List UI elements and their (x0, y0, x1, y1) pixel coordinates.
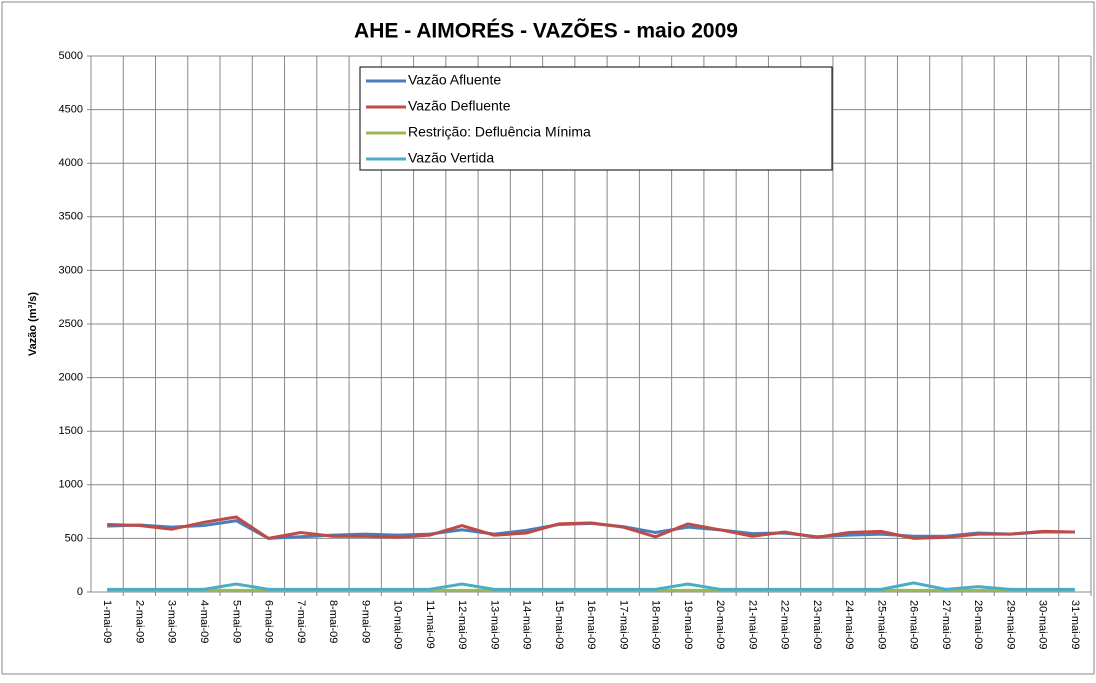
legend-label: Restrição: Defluência Mínima (408, 124, 591, 140)
y-tick-label: 3000 (59, 264, 83, 276)
y-tick-label: 4000 (59, 157, 83, 169)
x-tick-label: 13-mai-09 (488, 600, 500, 650)
chart-title: AHE - AIMORÉS - VAZÕES - maio 2009 (354, 19, 738, 43)
x-tick-label: 30-mai-09 (1037, 600, 1049, 650)
y-tick-label: 500 (65, 532, 83, 544)
x-tick-label: 1-mai-09 (101, 600, 113, 643)
x-tick-label: 25-mai-09 (875, 600, 887, 650)
y-tick-label: 3500 (59, 211, 83, 223)
x-tick-label: 5-mai-09 (230, 600, 242, 643)
x-tick-label: 6-mai-09 (263, 600, 275, 643)
x-tick-label: 16-mai-09 (585, 600, 597, 650)
x-tick-label: 17-mai-09 (617, 600, 629, 650)
y-tick-label: 2500 (59, 318, 83, 330)
x-tick-label: 19-mai-09 (682, 600, 694, 650)
x-tick-label: 20-mai-09 (714, 600, 726, 650)
x-tick-label: 2-mai-09 (133, 600, 145, 643)
y-tick-label: 1500 (59, 425, 83, 437)
x-tick-label: 22-mai-09 (779, 600, 791, 650)
series-line (107, 515, 1075, 540)
x-tick-label: 18-mai-09 (650, 600, 662, 650)
y-tick-label: 5000 (59, 50, 83, 62)
series-line (107, 581, 1075, 591)
legend-label: Vazão Vertida (408, 150, 494, 166)
x-tick-label: 23-mai-09 (811, 600, 823, 650)
x-tick-label: 7-mai-09 (295, 600, 307, 643)
y-tick-label: 4500 (59, 104, 83, 116)
x-tick-label: 28-mai-09 (972, 600, 984, 650)
x-tick-label: 27-mai-09 (940, 600, 952, 650)
x-tick-label: 24-mai-09 (843, 600, 855, 650)
legend-label: Vazão Defluente (408, 98, 511, 114)
x-tick-label: 11-mai-09 (424, 600, 436, 649)
x-tick-label: 21-mai-09 (746, 600, 758, 650)
x-tick-label: 15-mai-09 (553, 600, 565, 650)
x-tick-label: 3-mai-09 (166, 600, 178, 643)
x-tick-label: 26-mai-09 (908, 600, 920, 650)
legend-label: Vazão Afluente (408, 72, 501, 88)
x-tick-label: 31-mai-09 (1069, 600, 1081, 650)
x-tick-label: 9-mai-09 (359, 600, 371, 643)
x-tick-label: 14-mai-09 (521, 600, 533, 650)
x-tick-label: 8-mai-09 (327, 600, 339, 643)
legend (359, 66, 833, 171)
y-tick-label: 1000 (59, 479, 83, 491)
x-tick-label: 29-mai-09 (1004, 600, 1016, 650)
x-tick-label: 10-mai-09 (392, 600, 404, 650)
y-axis-label: Vazão (m³/s) (27, 292, 39, 357)
y-tick-label: 0 (77, 586, 83, 598)
x-tick-label: 4-mai-09 (198, 600, 210, 643)
x-tick-label: 12-mai-09 (456, 600, 468, 650)
y-tick-label: 2000 (59, 372, 83, 384)
